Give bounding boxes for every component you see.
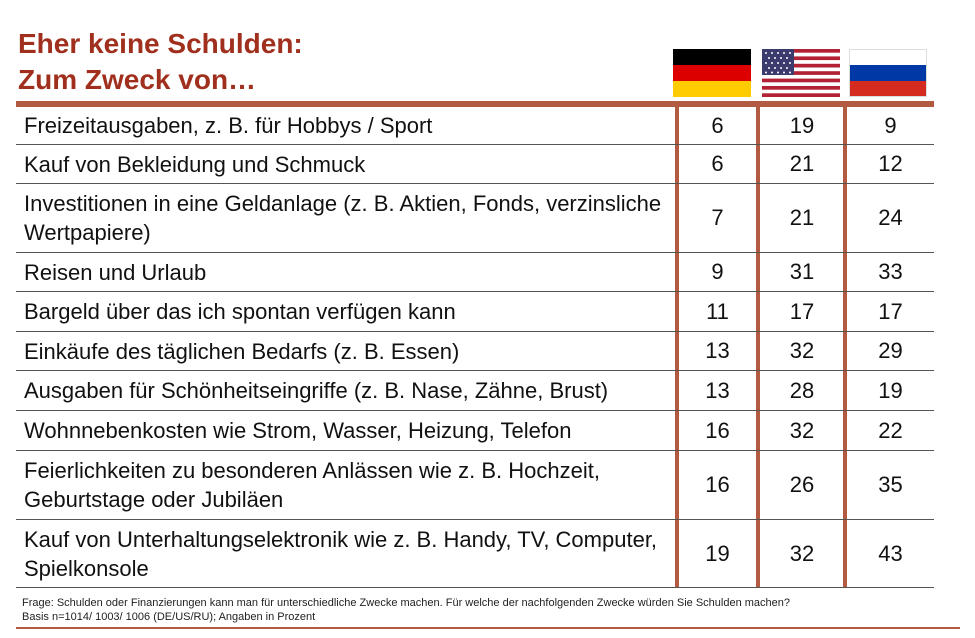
value-us: 21 [789,151,815,176]
header-rule [16,101,934,107]
value-us: 17 [789,298,815,324]
value-us: 21 [789,205,815,230]
value-de: 9 [711,259,724,284]
row-label: Einkäufe des täglichen Bedarfs (z. B. Es… [24,338,460,364]
value-ru: 9 [884,112,897,138]
value-de: 16 [705,417,730,443]
footer-rule [16,627,960,629]
value-de: 19 [705,540,730,566]
value-de: 6 [711,112,724,138]
title-line-2: Zum Zweck von… [18,64,257,95]
value-us: 32 [789,540,815,566]
table-row: Kauf von Bekleidung und Schmuck 6 21 12 [16,145,934,184]
row-label: Freizeitausgaben, z. B. für Hobbys / Spo… [24,113,433,138]
value-ru: 24 [878,205,903,230]
column-divider-de [675,107,679,588]
row-label: Investitionen in eine Geldanlage (z. B. … [24,191,662,245]
value-ru: 19 [878,377,903,403]
value-us: 32 [789,338,815,363]
value-us: 28 [789,377,815,403]
value-ru: 17 [878,298,903,324]
value-ru: 29 [878,338,903,363]
value-ru: 35 [878,472,903,497]
value-de: 11 [706,298,729,324]
russia-flag [849,49,927,97]
value-ru: 22 [878,417,903,443]
value-de: 16 [705,472,730,497]
row-label: Feierlichkeiten zu besonderen Anlässen w… [24,458,600,512]
page-title: Eher keine Schulden: Zum Zweck von… [18,26,303,98]
value-us: 31 [789,259,815,284]
footnote-question: Frage: Schulden oder Finanzierungen kann… [22,597,790,609]
table-row: Investitionen in eine Geldanlage (z. B. … [16,184,934,253]
table-row: Kauf von Unterhaltungselektronik wie z. … [16,520,934,588]
table-row: Freizeitausgaben, z. B. für Hobbys / Spo… [16,107,934,145]
table-row: Einkäufe des täglichen Bedarfs (z. B. Es… [16,332,934,371]
table-row: Wohnnebenkosten wie Strom, Wasser, Heizu… [16,411,934,451]
table-row: Bargeld über das ich spontan verfügen ka… [16,292,934,332]
row-label: Reisen und Urlaub [24,259,207,285]
value-ru: 43 [878,540,903,566]
table-row: Feierlichkeiten zu besonderen Anlässen w… [16,451,934,520]
column-divider-us [756,107,760,588]
germany-flag [673,49,751,97]
value-ru: 12 [878,151,903,176]
table-row: Ausgaben für Schönheitseingriffe (z. B. … [16,371,934,411]
title-line-1: Eher keine Schulden: [18,28,303,59]
value-us: 26 [789,472,815,497]
row-label: Kauf von Bekleidung und Schmuck [24,151,366,177]
value-us: 32 [789,417,815,443]
row-label: Bargeld über das ich spontan verfügen ka… [24,299,456,324]
value-de: 13 [705,338,730,363]
value-de: 13 [705,377,730,403]
value-de: 6 [711,151,724,176]
column-divider-ru [843,107,847,588]
row-label: Ausgaben für Schönheitseingriffe (z. B. … [24,378,609,403]
row-label: Wohnnebenkosten wie Strom, Wasser, Heizu… [24,418,572,443]
table-row: Reisen und Urlaub 9 31 33 [16,253,934,292]
footnote-basis: Basis n=1014/ 1003/ 1006 (DE/US/RU); Ang… [22,611,316,623]
usa-flag [762,49,840,97]
value-us: 19 [789,112,815,138]
row-label: Kauf von Unterhaltungselektronik wie z. … [24,526,658,581]
value-de: 7 [711,205,724,230]
value-ru: 33 [878,259,903,284]
